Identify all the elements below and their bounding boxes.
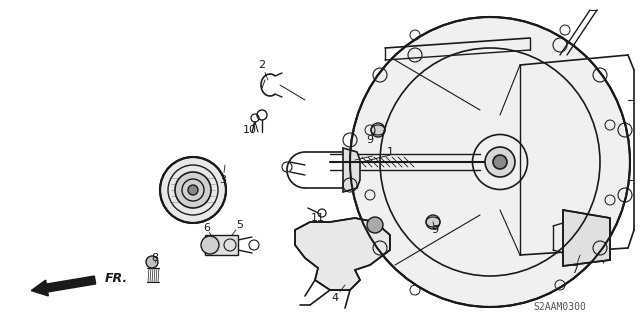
FancyArrow shape: [31, 276, 95, 296]
Text: 1: 1: [387, 147, 394, 157]
Ellipse shape: [350, 17, 630, 307]
Text: S2AAM0300: S2AAM0300: [534, 302, 586, 312]
Circle shape: [201, 236, 219, 254]
Polygon shape: [205, 235, 238, 255]
Ellipse shape: [485, 147, 515, 177]
Ellipse shape: [493, 155, 507, 169]
Text: 9: 9: [367, 135, 374, 145]
Circle shape: [371, 123, 385, 137]
Polygon shape: [295, 218, 390, 290]
Text: 11: 11: [311, 213, 325, 223]
Text: FR.: FR.: [105, 272, 128, 286]
Ellipse shape: [188, 185, 198, 195]
Circle shape: [367, 217, 383, 233]
Text: 10: 10: [243, 125, 257, 135]
Text: 2: 2: [259, 60, 266, 70]
Text: 4: 4: [332, 293, 339, 303]
Circle shape: [426, 215, 440, 229]
Text: 6: 6: [204, 223, 211, 233]
Text: 8: 8: [152, 253, 159, 263]
Text: 5: 5: [237, 220, 243, 230]
Polygon shape: [343, 148, 360, 192]
Circle shape: [146, 256, 158, 268]
Text: 3: 3: [220, 175, 227, 185]
Polygon shape: [563, 210, 610, 266]
Text: 7: 7: [572, 265, 579, 275]
Ellipse shape: [160, 157, 226, 223]
Ellipse shape: [175, 172, 211, 208]
Text: 9: 9: [431, 225, 438, 235]
